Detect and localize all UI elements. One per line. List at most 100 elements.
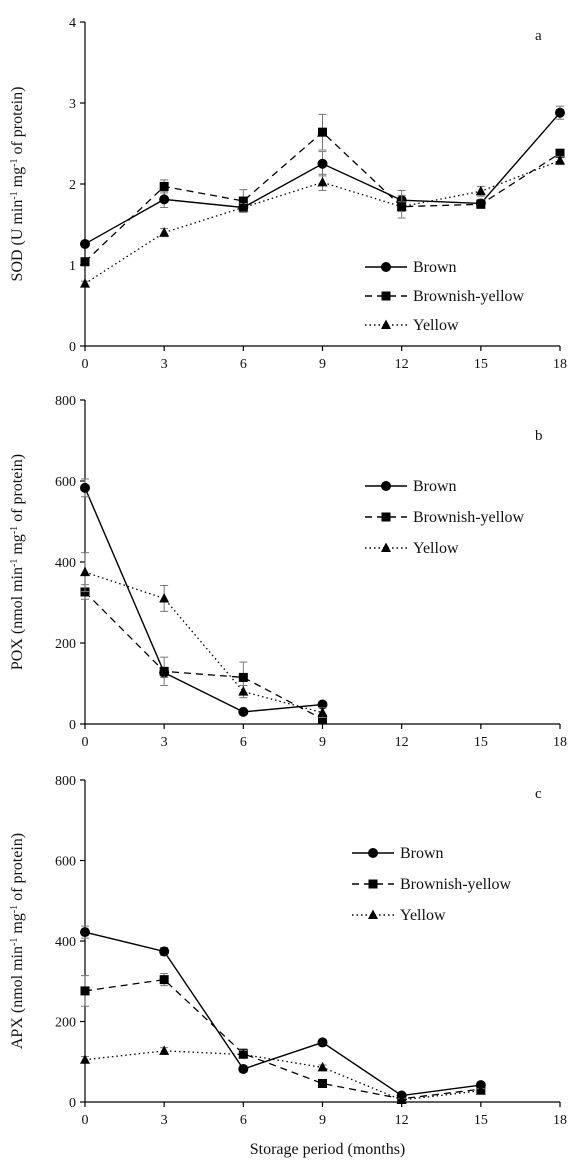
x-tick-label: 18 — [553, 1113, 567, 1128]
data-point-triangle — [80, 1054, 90, 1064]
data-point-triangle — [238, 201, 249, 212]
series-brown — [80, 478, 328, 717]
data-point-circle — [80, 482, 90, 493]
data-point-square — [318, 127, 327, 137]
panel-tag: c — [535, 786, 542, 802]
legend-label: Brown — [400, 845, 444, 862]
series-brownish-yellow — [80, 584, 327, 724]
series-yellow — [80, 155, 565, 288]
legend-label: Brown — [413, 478, 457, 495]
legend-entry: Brownish-yellow — [365, 288, 525, 305]
y-axis-label: APX (nmol min-1 mg-1 of protein) — [9, 833, 27, 1049]
legend-entry: Yellow — [365, 540, 459, 557]
x-tick-label: 6 — [240, 357, 247, 372]
legend-entry: Brown — [365, 478, 457, 495]
legend-marker-circle — [381, 262, 391, 272]
panel-b: 0 200 400 600 800 0 3 6 9 12 15 18 POX (nmol min-1 m… — [9, 394, 568, 750]
data-point-square — [80, 986, 90, 996]
series-yellow — [80, 1045, 486, 1104]
x-tick-label: 9 — [319, 357, 326, 372]
y-tick-label: 0 — [69, 718, 76, 733]
data-point-triangle — [238, 1049, 249, 1059]
legend-label: Yellow — [413, 540, 459, 557]
series-line — [84, 931, 481, 1097]
legend-label: Brown — [413, 259, 457, 276]
data-point-circle — [238, 1063, 249, 1074]
legend-marker-circle — [381, 481, 391, 491]
data-point-triangle — [317, 707, 328, 717]
y-tick-label: 200 — [55, 637, 76, 652]
y-tick-label: 1 — [69, 259, 76, 274]
series-line — [84, 571, 323, 714]
legend-marker-triangle — [381, 319, 391, 329]
data-point-triangle — [475, 185, 486, 196]
series-line — [84, 978, 481, 1100]
x-tick-label: 15 — [474, 357, 488, 372]
data-point-square — [159, 666, 169, 676]
y-tick-label: 2 — [69, 178, 76, 193]
y-tick-label: 800 — [55, 774, 76, 789]
x-tick-label: 9 — [319, 735, 326, 750]
x-tick-label: 18 — [553, 357, 567, 372]
series-brownish-yellow — [80, 973, 486, 1104]
x-tick-label: 15 — [474, 1113, 488, 1128]
y-tick-label: 200 — [55, 1016, 76, 1031]
data-point-square — [80, 257, 90, 267]
data-point-circle — [80, 927, 90, 938]
series-line — [84, 487, 323, 713]
x-tick-label: 6 — [240, 735, 247, 750]
legend-entry: Brownish-yellow — [352, 876, 512, 893]
legend-marker-triangle — [368, 909, 378, 919]
legend-label: Brownish-yellow — [413, 509, 525, 526]
data-point-square — [555, 148, 565, 158]
legend-entry: Yellow — [365, 317, 459, 334]
data-point-triangle — [396, 201, 407, 211]
data-point-circle — [159, 194, 170, 205]
series-brown — [80, 925, 486, 1101]
x-tick-label: 9 — [319, 1113, 326, 1128]
x-axis-title: Storage period (months) — [250, 1141, 406, 1158]
data-point-triangle — [317, 176, 328, 187]
y-tick-label: 600 — [55, 475, 76, 490]
legend-entry: Brown — [365, 259, 457, 276]
data-point-circle — [317, 1037, 328, 1048]
data-point-triangle — [317, 1061, 328, 1072]
legend-label: Yellow — [413, 317, 459, 334]
legend-label: Brownish-yellow — [400, 876, 512, 893]
legend-marker-square — [381, 512, 391, 522]
data-point-circle — [317, 158, 328, 169]
data-point-circle — [238, 706, 249, 717]
data-point-triangle — [555, 155, 565, 165]
legend-entry: Yellow — [352, 907, 446, 924]
y-tick-label: 600 — [55, 855, 76, 870]
x-tick-label: 6 — [240, 1113, 247, 1128]
y-tick-label: 4 — [69, 16, 76, 31]
data-point-circle — [80, 238, 90, 249]
data-point-triangle — [159, 592, 170, 603]
data-point-square — [159, 975, 169, 985]
legend-entry: Brownish-yellow — [365, 509, 525, 526]
legend-label: Brownish-yellow — [413, 288, 525, 305]
x-tick-label: 3 — [161, 357, 168, 372]
legend-label: Yellow — [400, 907, 446, 924]
panel-tag: b — [535, 428, 543, 444]
y-tick-label: 400 — [55, 556, 76, 571]
x-tick-label: 3 — [161, 735, 168, 750]
data-point-circle — [317, 699, 328, 710]
x-tick-label: 12 — [395, 735, 409, 750]
data-point-square — [318, 1078, 327, 1088]
legend-entry: Brown — [352, 845, 444, 862]
y-axis-label: POX (nmol min-1 mg-1 of protein) — [9, 454, 27, 670]
data-point-triangle — [475, 1085, 486, 1095]
x-tick-label: 18 — [553, 735, 567, 750]
panel-c: 0 200 400 600 800 0 3 6 9 12 15 18 APX (nmol min-1 m… — [9, 774, 568, 1158]
data-point-triangle — [80, 278, 90, 288]
series-yellow — [80, 552, 328, 719]
data-point-triangle — [159, 227, 170, 237]
y-tick-label: 0 — [69, 340, 76, 355]
series-line — [84, 1050, 481, 1101]
data-point-circle — [555, 107, 565, 118]
data-point-triangle — [159, 1045, 170, 1055]
